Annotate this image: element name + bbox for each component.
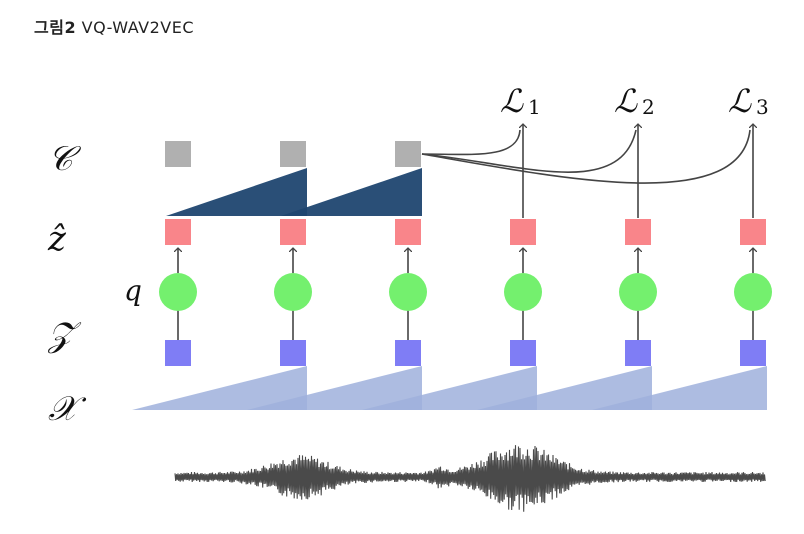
quantized-box xyxy=(395,219,421,245)
context-field xyxy=(166,168,307,216)
encoder-field xyxy=(362,366,537,410)
loss-index: 2 xyxy=(642,95,655,119)
loss-label-3: ℒ 3 xyxy=(728,82,769,120)
quantized-boxes xyxy=(165,219,766,245)
encoder-fields xyxy=(132,366,767,410)
encoder-field xyxy=(247,366,422,410)
quantized-box xyxy=(165,219,191,245)
latent-boxes xyxy=(165,340,766,366)
loss-symbol: ℒ xyxy=(500,82,524,120)
quantizer-node xyxy=(389,273,427,311)
encoder-field xyxy=(592,366,767,410)
quantizer-node xyxy=(504,273,542,311)
latent-label: 𝒵 xyxy=(47,315,82,355)
loss-connector xyxy=(421,129,751,184)
figure-number: 그림2 xyxy=(34,18,77,37)
loss-symbol: ℒ xyxy=(614,82,638,120)
quantizer-node xyxy=(619,273,657,311)
loss-label-2: ℒ 2 xyxy=(614,82,655,120)
loss-index: 1 xyxy=(528,95,541,119)
quantized-box xyxy=(280,219,306,245)
quantized-box xyxy=(625,219,651,245)
loss-connector xyxy=(421,129,521,156)
context-boxes xyxy=(165,141,421,167)
quantizer-node xyxy=(159,273,197,311)
encoder-field xyxy=(132,366,307,410)
context-fields xyxy=(166,168,422,216)
loss-symbol: ℒ xyxy=(728,82,752,120)
latent-box xyxy=(625,340,651,366)
loss-index: 3 xyxy=(756,95,769,119)
context-field xyxy=(281,168,422,216)
quantizer-label: q xyxy=(124,274,142,307)
context-label: 𝒞 xyxy=(48,139,82,179)
quantizer-node xyxy=(734,273,772,311)
audio-waveform xyxy=(174,445,766,512)
encoder-field xyxy=(477,366,652,410)
loss-connector xyxy=(421,129,637,173)
context-box xyxy=(280,141,306,167)
context-box xyxy=(165,141,191,167)
quantized-box xyxy=(510,219,536,245)
quantizer-node xyxy=(274,273,312,311)
input-label: 𝒳 xyxy=(48,389,87,429)
loss-label-1: ℒ 1 xyxy=(500,82,541,120)
context-box xyxy=(395,141,421,167)
quantized-box xyxy=(740,219,766,245)
latent-box xyxy=(395,340,421,366)
latent-box xyxy=(165,340,191,366)
latent-box xyxy=(740,340,766,366)
quantized-label: ẑ xyxy=(47,219,67,259)
latent-box xyxy=(510,340,536,366)
figure-title: VQ-WAV2VEC xyxy=(81,18,194,37)
quantizer-nodes xyxy=(159,273,772,311)
latent-box xyxy=(280,340,306,366)
figure-caption: 그림2 VQ-WAV2VEC xyxy=(34,14,194,38)
connectors xyxy=(178,124,753,340)
